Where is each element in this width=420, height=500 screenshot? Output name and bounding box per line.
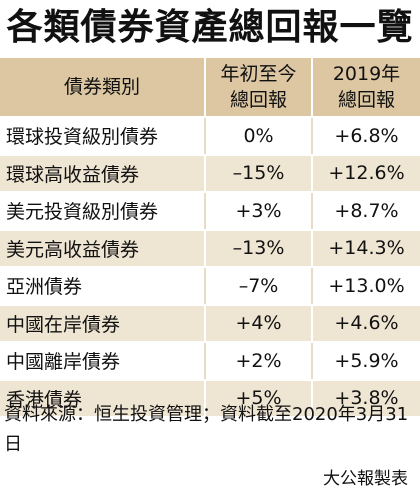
table-row: 中國離岸債券 +2% +5.9% xyxy=(0,343,420,381)
row-ytd: –15% xyxy=(204,155,311,191)
row-2019: +12.6% xyxy=(311,155,420,191)
row-category: 美元高收益債券 xyxy=(6,238,140,261)
table-row: 香港債券 +5% +3.8% xyxy=(0,380,420,418)
row-ytd: +4% xyxy=(204,305,311,341)
header-2019: 2019年 總回報 xyxy=(311,58,420,116)
row-category: 亞洲債券 xyxy=(6,276,83,299)
credit-line: 大公報製表 xyxy=(323,469,408,489)
row-category: 香港債券 xyxy=(6,388,83,411)
row-ytd: –7% xyxy=(204,268,311,304)
row-2019: +4.6% xyxy=(311,305,420,341)
page-title: 各類債券資產總回報一覽 xyxy=(6,7,414,48)
table-row: 美元投資級別債券 +3% +8.7% xyxy=(0,193,420,231)
table-row: 美元高收益債券 –13% +14.3% xyxy=(0,230,420,268)
table-row: 環球高收益債券 –15% +12.6% xyxy=(0,155,420,193)
row-2019: +5.9% xyxy=(311,343,420,379)
row-ytd: +2% xyxy=(204,343,311,379)
returns-table: 債券類別 年初至今 總回報 2019年 總回報 環球投資級別債券 0% +6.8… xyxy=(0,58,420,418)
source-note: 資料來源：恒生投資管理；資料截至2020年3月31日 xyxy=(4,404,409,455)
row-category: 中國離岸債券 xyxy=(6,351,121,374)
table-header: 債券類別 年初至今 總回報 2019年 總回報 xyxy=(0,58,420,118)
row-ytd: –13% xyxy=(204,230,311,266)
row-2019: +13.0% xyxy=(311,268,420,304)
header-2019-line2: 總回報 xyxy=(337,89,395,111)
row-ytd: +3% xyxy=(204,193,311,229)
header-ytd-line2: 總回報 xyxy=(230,89,288,111)
row-ytd: +5% xyxy=(204,380,311,416)
header-ytd: 年初至今 總回報 xyxy=(204,58,311,116)
row-2019: +14.3% xyxy=(311,230,420,266)
row-category: 中國在岸債券 xyxy=(6,313,121,336)
header-2019-line1: 2019年 xyxy=(332,63,401,85)
row-2019: +8.7% xyxy=(311,193,420,229)
row-category: 環球高收益債券 xyxy=(6,163,140,186)
row-2019: +3.8% xyxy=(311,380,420,416)
table-row: 中國在岸債券 +4% +4.6% xyxy=(0,305,420,343)
header-category-label: 債券類別 xyxy=(64,76,141,98)
table-row: 環球投資級別債券 0% +6.8% xyxy=(0,118,420,156)
row-category: 環球投資級別債券 xyxy=(6,126,159,149)
table-row: 亞洲債券 –7% +13.0% xyxy=(0,268,420,306)
row-category: 美元投資級別債券 xyxy=(6,201,159,224)
header-category: 債券類別 xyxy=(0,58,204,116)
row-ytd: 0% xyxy=(204,118,311,154)
row-2019: +6.8% xyxy=(311,118,420,154)
header-ytd-line1: 年初至今 xyxy=(220,63,297,85)
